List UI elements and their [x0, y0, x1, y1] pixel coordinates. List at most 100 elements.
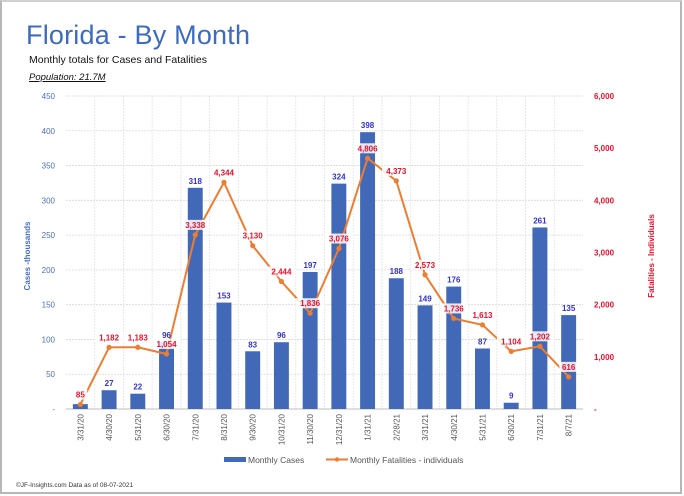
- line-marker-11: [393, 178, 399, 184]
- bar-label-14: 87: [478, 337, 487, 346]
- line-label-7: 2,444: [271, 268, 292, 277]
- legend: Monthly Cases Monthly Fatalities - indiv…: [224, 455, 463, 465]
- line-label-4: 3,338: [185, 221, 206, 230]
- line-marker-5: [221, 179, 227, 185]
- bar-label-10: 398: [361, 121, 375, 130]
- bar-label-3: 96: [162, 331, 171, 340]
- x-tick-label: 7/31/21: [536, 413, 545, 440]
- line-label-bg-1: [94, 332, 124, 343]
- bar-5: [216, 302, 232, 409]
- line-label-bg-16: [525, 331, 555, 342]
- line-label-bg-17: [559, 361, 578, 372]
- line-label-0: 85: [76, 391, 85, 400]
- x-tick-label: 7/31/20: [191, 413, 200, 440]
- left-tick-label: -: [52, 405, 55, 414]
- line-label-bg-12: [410, 259, 440, 270]
- right-tick-label: -: [594, 405, 597, 414]
- x-tick-label: 8/31/20: [220, 413, 229, 440]
- chart-subtitle: Monthly totals for Cases and Fatalities: [29, 54, 207, 66]
- line-label-bg-2: [123, 332, 153, 343]
- x-tick-label: 3/31/21: [421, 413, 430, 440]
- right-tick-label: 5,000: [594, 144, 615, 153]
- bar-label-11: 188: [390, 267, 404, 276]
- line-label-8: 1,836: [300, 299, 321, 308]
- line-label-bg-8: [295, 298, 325, 309]
- line-label-bg-11: [382, 165, 411, 176]
- x-tick-label: 9/30/20: [249, 413, 258, 440]
- left-tick-label: 100: [42, 335, 56, 344]
- line-label-bg-10: [353, 143, 382, 154]
- line-marker-3: [163, 351, 170, 357]
- x-tick-label: 6/30/21: [507, 413, 516, 440]
- bar-11: [388, 278, 404, 409]
- bar-label-17: 135: [562, 304, 576, 313]
- line-label-10: 4,806: [358, 144, 379, 153]
- left-tick-label: 250: [42, 231, 56, 240]
- line-marker-2: [135, 344, 141, 350]
- bar-3: [159, 342, 174, 409]
- line-label-bg-13: [439, 303, 468, 314]
- bar-label-13: 176: [447, 276, 461, 285]
- line-label-2: 1,183: [128, 333, 149, 342]
- line-label-13: 1,736: [444, 304, 465, 313]
- population-note: Population: 21.7M: [29, 72, 106, 83]
- line-marker-15: [508, 348, 514, 355]
- line-label-bg-0: [73, 389, 88, 400]
- line-label-bg-7: [267, 266, 296, 277]
- bar-label-4: 318: [189, 177, 203, 186]
- bar-label-1: 27: [105, 379, 114, 388]
- line-marker-9: [336, 245, 342, 252]
- line-label-17: 616: [562, 363, 576, 372]
- line-label-6: 3,130: [243, 232, 264, 241]
- line-series: [77, 155, 572, 408]
- fatalities-line: [79, 156, 570, 406]
- legend-swatch-cases: [224, 457, 246, 462]
- legend-marker-fatalities: [334, 457, 340, 462]
- bar-label-7: 96: [277, 331, 286, 340]
- bar-label-8: 197: [303, 261, 317, 270]
- legend-label-fatalities: Monthly Fatalities - individuals: [350, 455, 463, 465]
- line-label-bg-9: [324, 233, 354, 244]
- bar-14: [475, 348, 490, 409]
- line-data-labels: 85 1,182 1,183 1,054 3,338 4,344 3,130 2,444 1,8…: [73, 143, 578, 400]
- line-label-bg-5: [209, 167, 239, 178]
- bar-8: [302, 271, 318, 409]
- line-marker-14: [479, 322, 486, 328]
- line-marker-1: [106, 344, 112, 350]
- line-label-15: 1,104: [501, 337, 522, 346]
- line-marker-16: [537, 343, 543, 349]
- line-label-bg-15: [496, 336, 526, 347]
- right-axis-title: Fatalities - Individuals: [647, 214, 656, 298]
- bar-label-6: 83: [248, 340, 257, 349]
- x-tick-label: 6/30/20: [163, 413, 172, 440]
- bar-label-5: 153: [217, 292, 231, 301]
- right-tick-label: 3,000: [594, 249, 615, 258]
- bar-12: [417, 305, 433, 409]
- right-tick-label: 1,000: [594, 353, 615, 362]
- x-axis-ticks: 3/31/20 4/30/20 5/31/20 6/30/20 7/31/20 8/31/…: [76, 413, 573, 445]
- x-tick-label: 5/31/20: [134, 413, 143, 440]
- x-tick-label: 4/30/20: [105, 413, 114, 440]
- line-marker-8: [307, 310, 313, 316]
- right-tick-label: 4,000: [594, 196, 615, 205]
- bar-10: [360, 132, 376, 409]
- right-tick-label: 6,000: [594, 92, 615, 101]
- bar-label-16: 261: [533, 216, 547, 225]
- left-tick-label: 150: [42, 301, 56, 310]
- bar-9: [331, 183, 347, 409]
- line-marker-17: [566, 374, 572, 380]
- gridlines: [66, 95, 583, 410]
- left-tick-label: 300: [42, 196, 56, 205]
- left-tick-label: 400: [42, 127, 56, 136]
- line-marker-7: [278, 278, 285, 285]
- bar-16: [532, 227, 548, 409]
- line-marker-13: [451, 315, 457, 322]
- line-marker-10: [364, 155, 371, 161]
- bar-15: [503, 402, 519, 409]
- left-tick-label: 350: [42, 162, 56, 171]
- right-tick-label: 2,000: [594, 301, 615, 310]
- left-tick-label: 200: [42, 266, 56, 275]
- bar-data-labels: 27 22 96 318 153 83 96 197 324 398 188 149 176 87 9 261…: [105, 121, 576, 401]
